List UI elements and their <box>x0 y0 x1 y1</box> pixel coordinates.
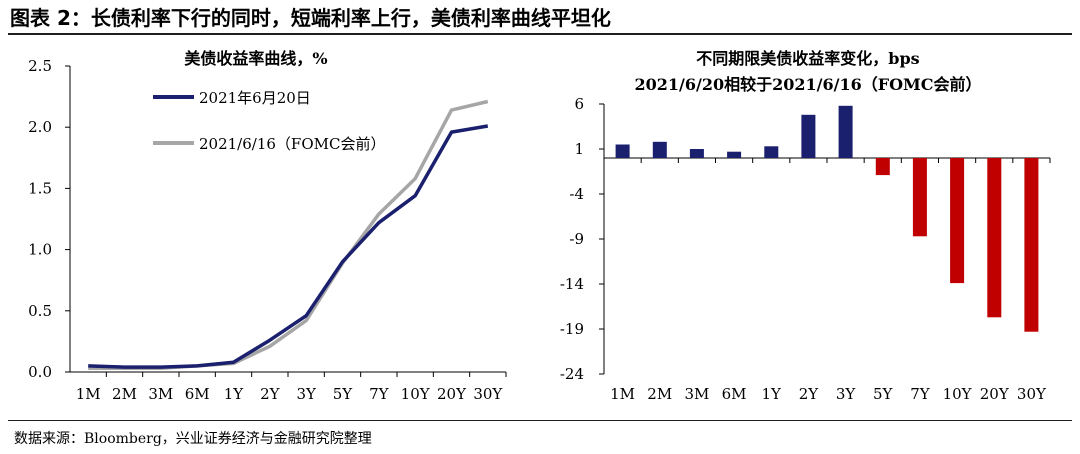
line-y-tick-label: 1.5 <box>28 179 52 197</box>
bar-7y <box>912 158 927 237</box>
line-chart-series <box>88 99 489 371</box>
bar-x-tick-label: 5Y <box>873 385 894 403</box>
line-y-tick-label: 0.0 <box>28 363 52 381</box>
source-rule <box>8 420 1072 421</box>
bar-x-tick-label: 30Y <box>1017 385 1047 403</box>
bar-y-tick-label: -19 <box>560 320 584 338</box>
line-x-tick-label: 7Y <box>369 385 390 403</box>
line-chart-x-ticks: 1M 2M 3M 6M 1Y 2Y 3Y 5Y 7Y 10Y 20Y 30Y <box>76 372 507 403</box>
bar-3y <box>838 105 853 158</box>
line-x-tick-label: 1Y <box>224 385 245 403</box>
bar-3m <box>689 149 704 158</box>
bar-chart-y-ticks: 6 1 -4 -9 -14 -19 -24 <box>560 95 604 383</box>
line-x-tick-label: 20Y <box>437 385 467 403</box>
legend-label-jun16: 2021/6/16（FOMC会前） <box>199 135 385 153</box>
yield-curve-chart: 美债收益率曲线，% 0.0 0.5 1.0 1.5 2.0 2.5 1M 2M 3M 6M 1Y 2… <box>28 49 507 403</box>
bar-x-tick-label: 3M <box>684 385 709 403</box>
bar-x-tick-label: 3Y <box>836 385 857 403</box>
bar-20y <box>987 158 1002 318</box>
bar-chart-title: 不同期限美债收益率变化，bps <box>696 49 919 68</box>
figure-title: 图表 2：长债利率下行的同时，短端利率上行，美债利率曲线平坦化 <box>10 6 611 30</box>
line-x-tick-label: 2Y <box>260 385 281 403</box>
line-y-tick-label: 2.0 <box>28 118 52 136</box>
line-x-tick-label: 10Y <box>401 385 431 403</box>
bar-y-tick-label: 6 <box>574 95 584 113</box>
bar-chart-x-ticks: 1M 2M 3M 6M 1Y 2Y 3Y 5Y 7Y 10Y 20Y 30Y <box>610 158 1051 403</box>
bar-y-tick-label: 1 <box>574 140 584 158</box>
line-chart-legend: 2021年6月20日 2021/6/16（FOMC会前） <box>153 89 385 153</box>
bar-6m <box>727 151 742 158</box>
bar-x-tick-label: 2M <box>647 385 672 403</box>
bar-2m <box>652 141 667 158</box>
bar-y-tick-label: -14 <box>560 275 584 293</box>
line-x-tick-label: 5Y <box>333 385 354 403</box>
bar-chart-axes <box>603 104 1050 374</box>
bar-x-tick-label: 10Y <box>943 385 973 403</box>
line-y-tick-label: 2.5 <box>28 57 52 75</box>
line-x-tick-label: 3Y <box>296 385 317 403</box>
bar-2y <box>801 114 816 158</box>
bar-30y <box>1024 158 1039 332</box>
bar-chart-bars <box>615 105 1039 332</box>
series-line-jun20 <box>88 124 489 369</box>
line-x-tick-label: 2M <box>112 385 137 403</box>
bar-x-tick-label: 6M <box>722 385 747 403</box>
bar-x-tick-label: 20Y <box>980 385 1010 403</box>
bar-5y <box>875 158 890 176</box>
bar-1m <box>615 144 630 158</box>
line-chart-y-ticks: 0.0 0.5 1.0 1.5 2.0 2.5 <box>28 57 70 381</box>
bar-10y <box>950 158 965 284</box>
bar-y-tick-label: -4 <box>569 185 584 203</box>
bar-chart-subtitle: 2021/6/20相较于2021/6/16（FOMC会前） <box>635 75 982 94</box>
bar-x-tick-label: 7Y <box>910 385 931 403</box>
line-chart-title: 美债收益率曲线，% <box>184 49 327 68</box>
source-note: 数据来源：Bloomberg，兴业证券经济与金融研究院整理 <box>14 431 372 447</box>
line-x-tick-label: 30Y <box>473 385 503 403</box>
bar-y-tick-label: -24 <box>560 365 584 383</box>
line-x-tick-label: 3M <box>148 385 173 403</box>
bar-x-tick-label: 2Y <box>799 385 820 403</box>
title-rule <box>8 33 1072 35</box>
bar-y-tick-label: -9 <box>569 230 584 248</box>
line-y-tick-label: 0.5 <box>28 302 52 320</box>
bar-1y <box>764 146 779 158</box>
bar-x-tick-label: 1M <box>610 385 635 403</box>
bar-x-tick-label: 1Y <box>762 385 783 403</box>
line-x-tick-label: 6M <box>185 385 210 403</box>
line-x-tick-label: 1M <box>76 385 101 403</box>
line-y-tick-label: 1.0 <box>28 241 52 259</box>
yield-change-chart: 不同期限美债收益率变化，bps 2021/6/20相较于2021/6/16（FO… <box>560 49 1051 403</box>
legend-label-jun20: 2021年6月20日 <box>199 89 311 107</box>
